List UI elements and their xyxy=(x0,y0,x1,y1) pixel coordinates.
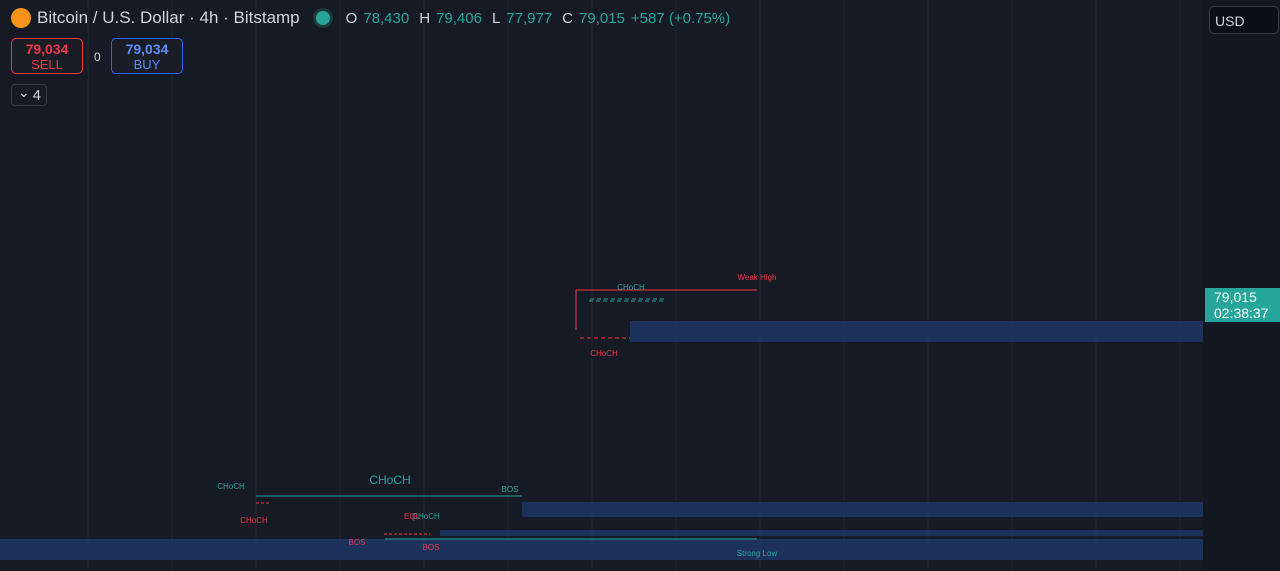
annotation: Strong Low xyxy=(737,549,778,558)
annotation: CHoCH xyxy=(617,283,645,292)
annotation: BOS xyxy=(349,538,366,547)
order-block-zones xyxy=(0,321,1203,560)
sell-button[interactable]: 79,034 SELL xyxy=(11,38,83,74)
ohlc-key: C xyxy=(562,9,574,27)
change: +587 (+0.75%) xyxy=(630,9,731,27)
annotation: CHoCH xyxy=(369,473,410,487)
ohlc-key: O xyxy=(345,9,358,27)
market-status xyxy=(315,11,330,25)
bar-countdown: 02:38:37 xyxy=(1214,305,1269,321)
sell-label: SELL xyxy=(31,57,63,72)
ohlc-key: L xyxy=(491,9,501,27)
annotation: EQL xyxy=(404,512,421,521)
ohlc-value: 79,406 xyxy=(436,9,482,27)
annotation: CHoCH xyxy=(240,516,268,525)
coin-icon xyxy=(11,8,31,28)
ohlc-value: 78,430 xyxy=(363,9,410,27)
structure-lines xyxy=(256,289,757,540)
spread: 0 xyxy=(94,50,101,64)
annotation: CHoCH xyxy=(217,482,245,491)
annotation: CHoCH xyxy=(412,512,440,521)
annotation: BOS xyxy=(423,543,440,552)
last-price-label: 79,015 02:38:37 xyxy=(1205,288,1280,322)
annotation: BOS xyxy=(502,485,519,494)
annotations: CHoCH Weak High CHoCH CHoCH CHoCH BOS CH… xyxy=(217,273,777,558)
price-axis xyxy=(1203,0,1280,571)
annotation: Weak High xyxy=(738,273,777,282)
buy-button[interactable]: 79,034 BUY xyxy=(111,38,183,74)
ohlc-value: 77,977 xyxy=(506,9,553,27)
indicators-toggle[interactable]: 4 xyxy=(11,81,47,106)
vertical-grid xyxy=(87,0,1181,571)
annotation: CHoCH xyxy=(590,349,618,358)
ohlc-key: H xyxy=(419,9,431,27)
last-price: 79,015 xyxy=(1214,289,1257,305)
plot-background xyxy=(0,0,1203,571)
ohlc-value: 79,015 xyxy=(579,9,625,27)
sell-price: 79,034 xyxy=(25,41,69,57)
currency-select[interactable]: USD xyxy=(1209,6,1279,34)
buy-label: BUY xyxy=(133,57,161,72)
symbol-title[interactable]: Bitcoin / U.S. Dollar · 4h · Bitstamp xyxy=(37,8,300,27)
buy-price: 79,034 xyxy=(125,41,169,57)
